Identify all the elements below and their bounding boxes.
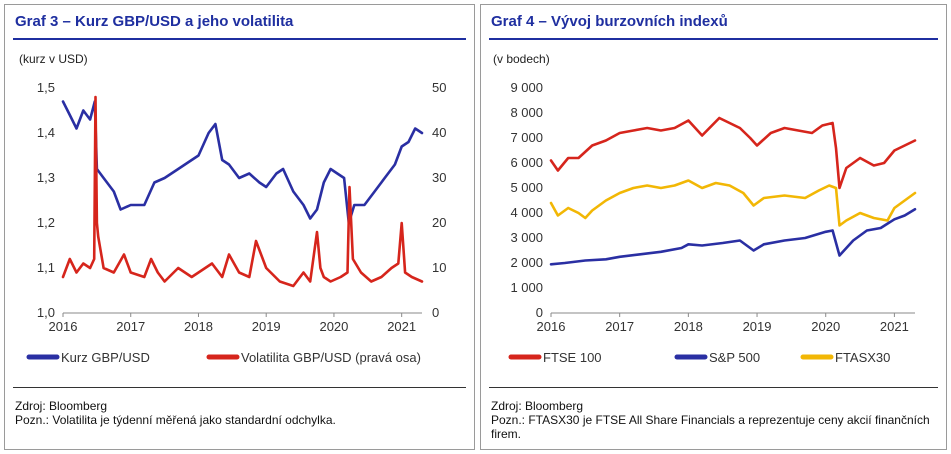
y2-tick-label: 50 bbox=[432, 80, 446, 95]
chart-title: Graf 4 – Vývoj burzovních indexů bbox=[491, 13, 728, 30]
source-note: Zdroj: Bloomberg bbox=[15, 399, 108, 413]
legend-label: Volatilita GBP/USD (pravá osa) bbox=[241, 350, 421, 365]
x-tick-label: 2018 bbox=[674, 319, 703, 334]
y-tick-label: 1,3 bbox=[37, 170, 55, 185]
x-tick-label: 2019 bbox=[743, 319, 772, 334]
footnote: Pozn.: FTASX30 je FTSE All Share Financi… bbox=[491, 413, 930, 441]
x-tick-label: 2017 bbox=[116, 319, 145, 334]
x-tick-label: 2021 bbox=[387, 319, 416, 334]
footer-divider bbox=[489, 387, 938, 388]
legend-label: Kurz GBP/USD bbox=[61, 350, 150, 365]
x-tick-label: 2017 bbox=[605, 319, 634, 334]
x-tick-label: 2016 bbox=[49, 319, 78, 334]
x-tick-label: 2016 bbox=[537, 319, 566, 334]
series-line-1 bbox=[61, 100, 424, 225]
footnote: Pozn.: Volatilita je týdenní měřená jako… bbox=[15, 413, 336, 427]
x-tick-label: 2018 bbox=[184, 319, 213, 334]
footer-divider bbox=[13, 387, 466, 388]
y-tick-label: 1,5 bbox=[37, 80, 55, 95]
y-axis-unit-label: (kurz v USD) bbox=[19, 52, 88, 66]
x-tick-label: 2019 bbox=[252, 319, 281, 334]
y2-tick-label: 40 bbox=[432, 125, 446, 140]
y-tick-label: 1,1 bbox=[37, 260, 55, 275]
y-tick-label: 5 000 bbox=[510, 180, 543, 195]
y-tick-label: 7 000 bbox=[510, 130, 543, 145]
gbpusd-chart: 1,0 1,1 1,2 1,3 1,4 1,5 0 10 20 30 40 50 2016 2017 201… bbox=[26, 80, 446, 365]
y-tick-label: 3 000 bbox=[510, 230, 543, 245]
y-tick-label: 8 000 bbox=[510, 105, 543, 120]
y-tick-label: 1,2 bbox=[37, 215, 55, 230]
chart-panel-indices: Graf 4 – Vývoj burzovních indexů (v bode… bbox=[480, 4, 947, 450]
series-line-2 bbox=[61, 95, 424, 288]
y2-tick-label: 30 bbox=[432, 170, 446, 185]
y-tick-label: 9 000 bbox=[510, 80, 543, 95]
y-tick-label: 1 000 bbox=[510, 280, 543, 295]
y-tick-label: 0 bbox=[536, 305, 543, 320]
x-tick-label: 2020 bbox=[811, 319, 840, 334]
x-tick-label: 2021 bbox=[880, 319, 909, 334]
legend-label: S&P 500 bbox=[709, 350, 760, 365]
y2-tick-label: 20 bbox=[432, 215, 446, 230]
source-note: Zdroj: Bloomberg bbox=[491, 399, 584, 413]
series-line-1 bbox=[549, 116, 917, 190]
y-tick-label: 1,0 bbox=[37, 305, 55, 320]
y2-tick-label: 10 bbox=[432, 260, 446, 275]
y-tick-label: 1,4 bbox=[37, 125, 55, 140]
y2-tick-label: 0 bbox=[432, 305, 439, 320]
chart-title: Graf 3 – Kurz GBP/USD a jeho volatilita bbox=[15, 13, 294, 30]
chart-panel-gbpusd: Graf 3 – Kurz GBP/USD a jeho volatilita … bbox=[4, 4, 475, 450]
legend-label: FTSE 100 bbox=[543, 350, 602, 365]
title-divider bbox=[13, 38, 466, 40]
y-tick-label: 2 000 bbox=[510, 255, 543, 270]
series-line-2 bbox=[549, 208, 917, 266]
indices-chart: 0 1 000 2 000 3 000 4 000 5 000 6 000 7 000 8 00… bbox=[508, 80, 917, 365]
y-tick-label: 6 000 bbox=[510, 155, 543, 170]
title-divider bbox=[489, 38, 938, 40]
legend-label: FTASX30 bbox=[835, 350, 890, 365]
y-tick-label: 4 000 bbox=[510, 205, 543, 220]
x-tick-label: 2020 bbox=[319, 319, 348, 334]
series-line-3 bbox=[549, 179, 917, 227]
y-axis-unit-label: (v bodech) bbox=[493, 52, 550, 66]
